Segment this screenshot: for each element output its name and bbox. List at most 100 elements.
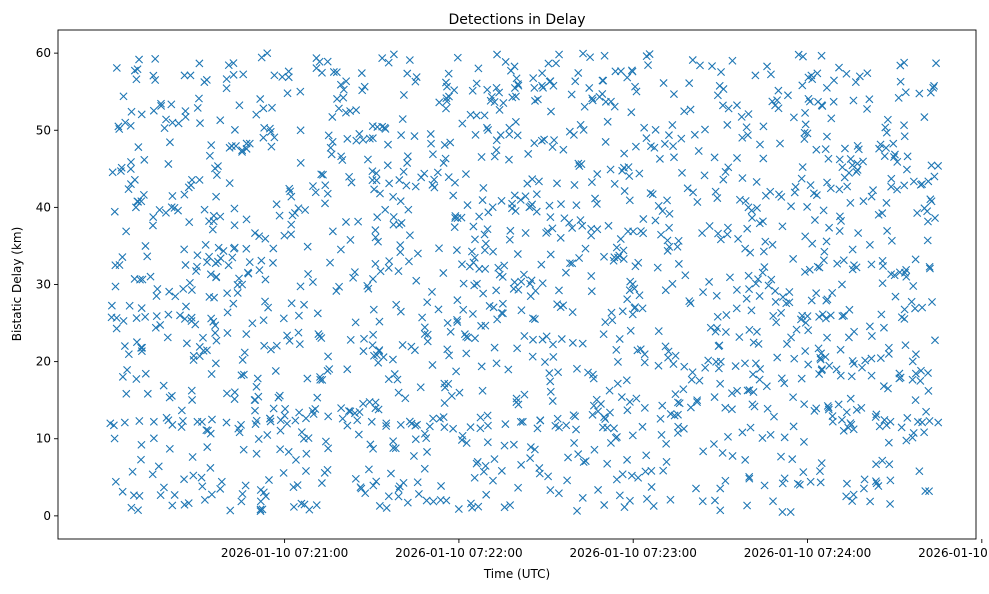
data-point [252, 449, 261, 458]
data-point [663, 236, 672, 245]
data-point [212, 273, 221, 282]
data-point [504, 155, 513, 164]
data-point [717, 68, 726, 76]
data-point [926, 88, 935, 97]
data-point [669, 360, 678, 369]
data-point [806, 477, 815, 486]
data-point [562, 421, 571, 430]
data-point [670, 411, 679, 420]
data-point [605, 408, 614, 417]
data-point [439, 413, 448, 422]
data-point [328, 227, 337, 236]
data-point [916, 376, 925, 385]
data-point [849, 359, 858, 368]
data-point [890, 153, 899, 162]
data-point [181, 112, 190, 121]
data-point [561, 268, 570, 277]
data-point [367, 417, 376, 426]
data-point [293, 481, 302, 490]
data-point [749, 388, 758, 397]
data-point [581, 457, 590, 466]
data-point [317, 479, 326, 488]
data-point [671, 390, 680, 399]
data-point [151, 323, 160, 332]
data-point [678, 168, 686, 177]
data-point [546, 107, 555, 116]
data-point [384, 492, 393, 501]
data-point [182, 339, 191, 348]
data-point [876, 140, 885, 149]
data-point [679, 424, 688, 433]
data-point [224, 61, 233, 70]
data-point [470, 253, 479, 262]
data-point [381, 205, 390, 214]
data-point [758, 268, 767, 277]
data-point [365, 134, 374, 143]
data-point [657, 230, 665, 239]
data-point [404, 257, 413, 266]
data-point [211, 328, 220, 337]
data-point [718, 448, 727, 457]
data-point [259, 316, 268, 325]
data-point [680, 362, 689, 371]
data-point [803, 202, 812, 211]
data-point [384, 58, 393, 67]
data-point [817, 365, 826, 374]
data-point [382, 422, 391, 431]
data-point [633, 346, 642, 355]
data-point [718, 101, 727, 110]
data-point [767, 275, 776, 284]
data-point [207, 141, 216, 150]
data-point [715, 341, 724, 350]
data-point [640, 123, 649, 132]
data-point [818, 310, 827, 319]
data-point [535, 469, 544, 478]
data-point [295, 340, 304, 349]
data-point [693, 198, 702, 206]
data-point [449, 191, 458, 200]
data-point [294, 204, 303, 213]
data-point [428, 150, 437, 159]
data-point [776, 139, 784, 148]
data-point [355, 129, 364, 138]
data-point [579, 458, 588, 467]
data-point [106, 419, 115, 428]
data-point [402, 181, 411, 190]
data-point [206, 270, 215, 279]
data-point [863, 104, 872, 113]
data-point [798, 163, 807, 172]
data-point [867, 332, 876, 341]
data-point [361, 489, 370, 498]
data-point [151, 54, 160, 63]
data-point [411, 77, 420, 86]
data-point [576, 120, 585, 129]
data-point [203, 258, 211, 267]
data-point [341, 217, 350, 226]
data-point [181, 302, 190, 311]
data-point [374, 237, 382, 246]
data-point [727, 389, 736, 398]
data-point [542, 332, 551, 341]
data-point [631, 142, 640, 151]
data-point [837, 280, 846, 289]
data-point [478, 196, 487, 205]
data-point [835, 227, 844, 235]
data-point [420, 429, 429, 438]
data-point [679, 385, 688, 394]
data-point [354, 430, 363, 439]
data-point [918, 418, 927, 427]
data-point [412, 73, 421, 82]
data-point [454, 505, 463, 514]
data-point [646, 189, 655, 198]
data-point [242, 330, 251, 339]
data-point [698, 229, 707, 238]
data-point [511, 207, 520, 215]
data-point [285, 184, 294, 193]
data-point [686, 299, 695, 308]
data-point [375, 317, 384, 326]
data-point [840, 144, 849, 153]
data-point [529, 335, 537, 344]
data-point [474, 502, 483, 511]
data-point [724, 104, 733, 113]
data-point [581, 244, 590, 253]
